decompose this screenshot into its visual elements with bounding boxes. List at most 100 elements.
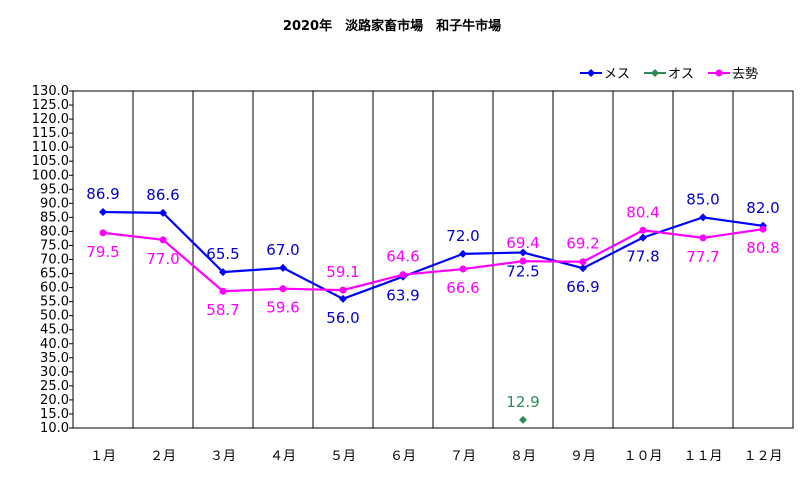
data-point: [339, 294, 347, 303]
data-point: [459, 265, 467, 273]
y-tick-label: 80.0: [40, 224, 69, 239]
y-tick-label: 60.0: [40, 281, 69, 296]
data-label: 58.7: [206, 301, 239, 319]
series-3: [99, 225, 767, 295]
y-tick-label: 90.0: [40, 196, 69, 211]
data-point: [699, 234, 707, 242]
series-line: [102, 228, 764, 293]
legend-marker: [715, 69, 723, 77]
x-tick-label: ９月: [570, 449, 596, 464]
data-point: [519, 415, 527, 424]
data-label: 66.6: [446, 279, 479, 297]
data-label: 64.6: [386, 248, 419, 266]
data-point: [459, 249, 467, 258]
data-label: 72.0: [446, 227, 479, 245]
legend-marker: [587, 69, 595, 77]
data-label: 63.9: [386, 287, 419, 305]
data-point: [219, 287, 227, 295]
y-tick-label: 40.0: [40, 337, 69, 352]
y-tick-label: 50.0: [40, 309, 69, 324]
data-label: 66.9: [566, 278, 599, 296]
legend-item: メス: [580, 67, 630, 82]
data-label: 82.0: [746, 199, 779, 217]
x-axis: １月 ２月 ３月 ４月 ５月 ６月 ７月 ８月 ９月 １０月 １１月 １２月: [90, 449, 783, 464]
data-label: 80.4: [626, 203, 659, 221]
data-label: 72.5: [506, 262, 539, 280]
y-tick-label: 85.0: [40, 210, 69, 225]
y-tick-label: 20.0: [40, 393, 69, 408]
y-tick-label: 95.0: [40, 182, 69, 197]
data-point: [699, 213, 707, 222]
data-point: [159, 236, 167, 244]
data-point: [639, 233, 647, 242]
y-tick-label: 115.0: [32, 126, 69, 141]
data-label: 12.9: [506, 393, 539, 411]
data-label: 77.7: [686, 248, 719, 266]
data-point: [219, 268, 227, 277]
y-tick-label: 75.0: [40, 238, 69, 253]
data-label: 77.8: [626, 248, 659, 266]
y-tick-label: 130.0: [32, 84, 69, 99]
y-axis: 130.0125.0120.0115.0110.0105.0100.095.09…: [32, 84, 73, 436]
x-tick-label: １０月: [623, 449, 662, 464]
legend-label: オス: [668, 67, 694, 82]
x-tick-label: ４月: [270, 449, 296, 464]
data-label: 86.9: [86, 185, 119, 203]
y-tick-label: 120.0: [32, 112, 69, 127]
data-point: [339, 286, 347, 294]
y-tick-label: 105.0: [32, 154, 69, 169]
legend-label: メス: [604, 67, 630, 82]
x-tick-label: １月: [90, 449, 116, 464]
data-label: 56.0: [326, 309, 359, 327]
data-point: [639, 226, 647, 234]
data-point: [519, 257, 527, 265]
data-point: [99, 208, 107, 217]
data-point: [579, 264, 587, 273]
legend-item: 去勢: [708, 67, 758, 82]
legend: メス オス 去勢: [580, 67, 758, 82]
data-point: [159, 208, 167, 217]
data-labels: 86.9 86.6 65.5 67.0 56.0 63.9 72.0 72.5 66.9 77.8…: [86, 185, 779, 411]
x-tick-label: ７月: [450, 449, 476, 464]
x-tick-label: ３月: [210, 449, 236, 464]
y-tick-label: 30.0: [40, 365, 69, 380]
y-tick-label: 35.0: [40, 351, 69, 366]
y-tick-label: 125.0: [32, 98, 69, 113]
y-tick-label: 70.0: [40, 253, 69, 268]
y-tick-label: 55.0: [40, 295, 69, 310]
data-label: 59.6: [266, 299, 299, 317]
x-tick-label: １１月: [683, 449, 722, 464]
data-point: [399, 271, 407, 279]
y-tick-label: 45.0: [40, 323, 69, 338]
x-tick-label: ８月: [510, 449, 536, 464]
data-label: 69.2: [566, 235, 599, 253]
data-label: 86.6: [146, 186, 179, 204]
series-2: [519, 415, 527, 424]
x-tick-label: ２月: [150, 449, 176, 464]
data-label: 79.5: [86, 243, 119, 261]
series-layer: [99, 208, 767, 424]
data-point: [759, 225, 767, 233]
x-tick-label: ６月: [390, 449, 416, 464]
x-tick-label: ５月: [330, 449, 356, 464]
data-label: 65.5: [206, 245, 239, 263]
legend-marker: [651, 69, 659, 77]
y-tick-label: 110.0: [32, 140, 69, 155]
chart-title: 2020年 淡路家畜市場 和子牛市場: [283, 18, 501, 34]
gridlines: [132, 91, 734, 428]
data-point: [579, 258, 587, 266]
data-label: 80.8: [746, 239, 779, 257]
x-tick-label: １２月: [743, 449, 782, 464]
y-tick-label: 65.0: [40, 267, 69, 282]
data-label: 67.0: [266, 241, 299, 259]
data-label: 59.1: [326, 263, 359, 281]
data-point: [279, 285, 287, 293]
data-point: [519, 248, 527, 257]
legend-item: オス: [644, 67, 694, 82]
data-label: 85.0: [686, 190, 719, 208]
data-point: [279, 263, 287, 272]
data-label: 69.4: [506, 234, 539, 252]
y-tick-label: 10.0: [40, 421, 69, 436]
y-tick-label: 25.0: [40, 379, 69, 394]
